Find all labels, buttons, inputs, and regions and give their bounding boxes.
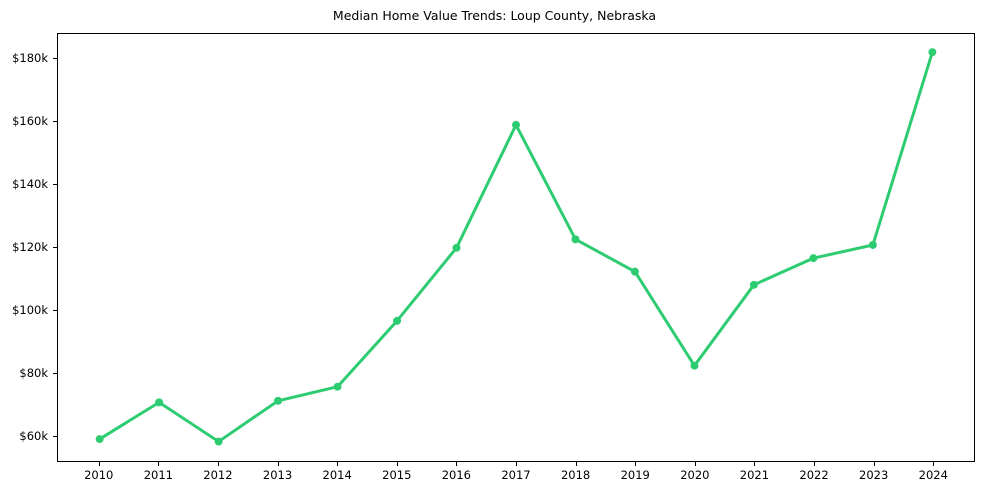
x-tick-mark xyxy=(754,462,756,466)
data-point-marker xyxy=(333,382,342,391)
x-tick-label: 2020 xyxy=(680,468,710,482)
x-tick-mark xyxy=(516,462,517,466)
x-tick-mark xyxy=(575,462,577,466)
chart-title: Median Home Value Trends: Loup County, N… xyxy=(332,8,657,23)
data-point-marker xyxy=(571,235,580,244)
y-tick-mark xyxy=(53,436,57,438)
data-point-marker xyxy=(512,120,520,129)
x-tick-label: 2016 xyxy=(441,468,472,482)
y-tick-mark xyxy=(53,184,57,186)
data-point-marker xyxy=(155,398,164,407)
x-tick-label: 2011 xyxy=(143,468,173,482)
x-tick-label: 2015 xyxy=(382,468,412,482)
y-tick-label: $80k xyxy=(19,366,48,381)
data-point-marker xyxy=(274,396,283,405)
x-tick-label: 2024 xyxy=(918,468,948,482)
x-tick-mark xyxy=(456,462,458,466)
x-tick-mark xyxy=(217,462,219,466)
data-point-marker xyxy=(393,316,402,325)
y-tick-label: $160k xyxy=(12,114,48,129)
plot-area xyxy=(57,33,975,462)
x-tick-mark xyxy=(277,462,279,466)
x-tick-mark xyxy=(873,462,875,466)
x-tick-mark xyxy=(694,462,696,466)
y-tick-mark xyxy=(53,373,57,375)
x-tick-label: 2022 xyxy=(799,468,829,482)
y-tick-mark xyxy=(53,310,57,312)
x-tick-label: 2012 xyxy=(203,468,233,482)
x-tick-mark xyxy=(635,462,637,466)
x-tick-label: 2010 xyxy=(84,468,114,482)
data-point-marker xyxy=(452,243,461,252)
data-point-marker xyxy=(95,435,104,444)
data-point-marker xyxy=(868,241,877,249)
x-tick-label: 2019 xyxy=(620,468,650,482)
x-tick-mark xyxy=(98,462,100,466)
y-axis: $60k $80k $100k $120k $140k $160k $180k xyxy=(0,0,48,490)
x-tick-mark xyxy=(158,462,160,466)
x-tick-mark xyxy=(814,462,816,466)
x-tick-label: 2014 xyxy=(322,468,352,482)
y-tick-mark xyxy=(53,247,57,249)
x-tick-label: 2021 xyxy=(739,468,770,482)
y-tick-label: $140k xyxy=(12,177,48,192)
data-point-marker xyxy=(749,280,758,289)
data-point-marker xyxy=(214,437,223,446)
data-point-marker xyxy=(928,48,937,57)
y-tick-label: $120k xyxy=(12,240,48,255)
x-tick-label: 2017 xyxy=(501,468,531,482)
y-tick-label: $180k xyxy=(12,51,48,66)
y-tick-mark xyxy=(53,58,57,60)
line-series-svg xyxy=(95,48,937,446)
x-tick-label: 2013 xyxy=(262,468,293,482)
y-tick-label: $60k xyxy=(19,429,48,444)
x-tick-label: 2023 xyxy=(859,468,889,482)
x-tick-mark xyxy=(337,462,339,466)
data-point-marker xyxy=(809,254,818,263)
series-line xyxy=(98,50,934,444)
data-point-marker xyxy=(690,361,699,370)
data-point-marker xyxy=(630,267,639,276)
y-tick-label: $100k xyxy=(12,303,48,318)
x-tick-mark xyxy=(933,462,935,466)
y-tick-mark xyxy=(53,121,57,123)
x-tick-mark xyxy=(396,462,398,466)
x-tick-label: 2018 xyxy=(560,468,591,482)
